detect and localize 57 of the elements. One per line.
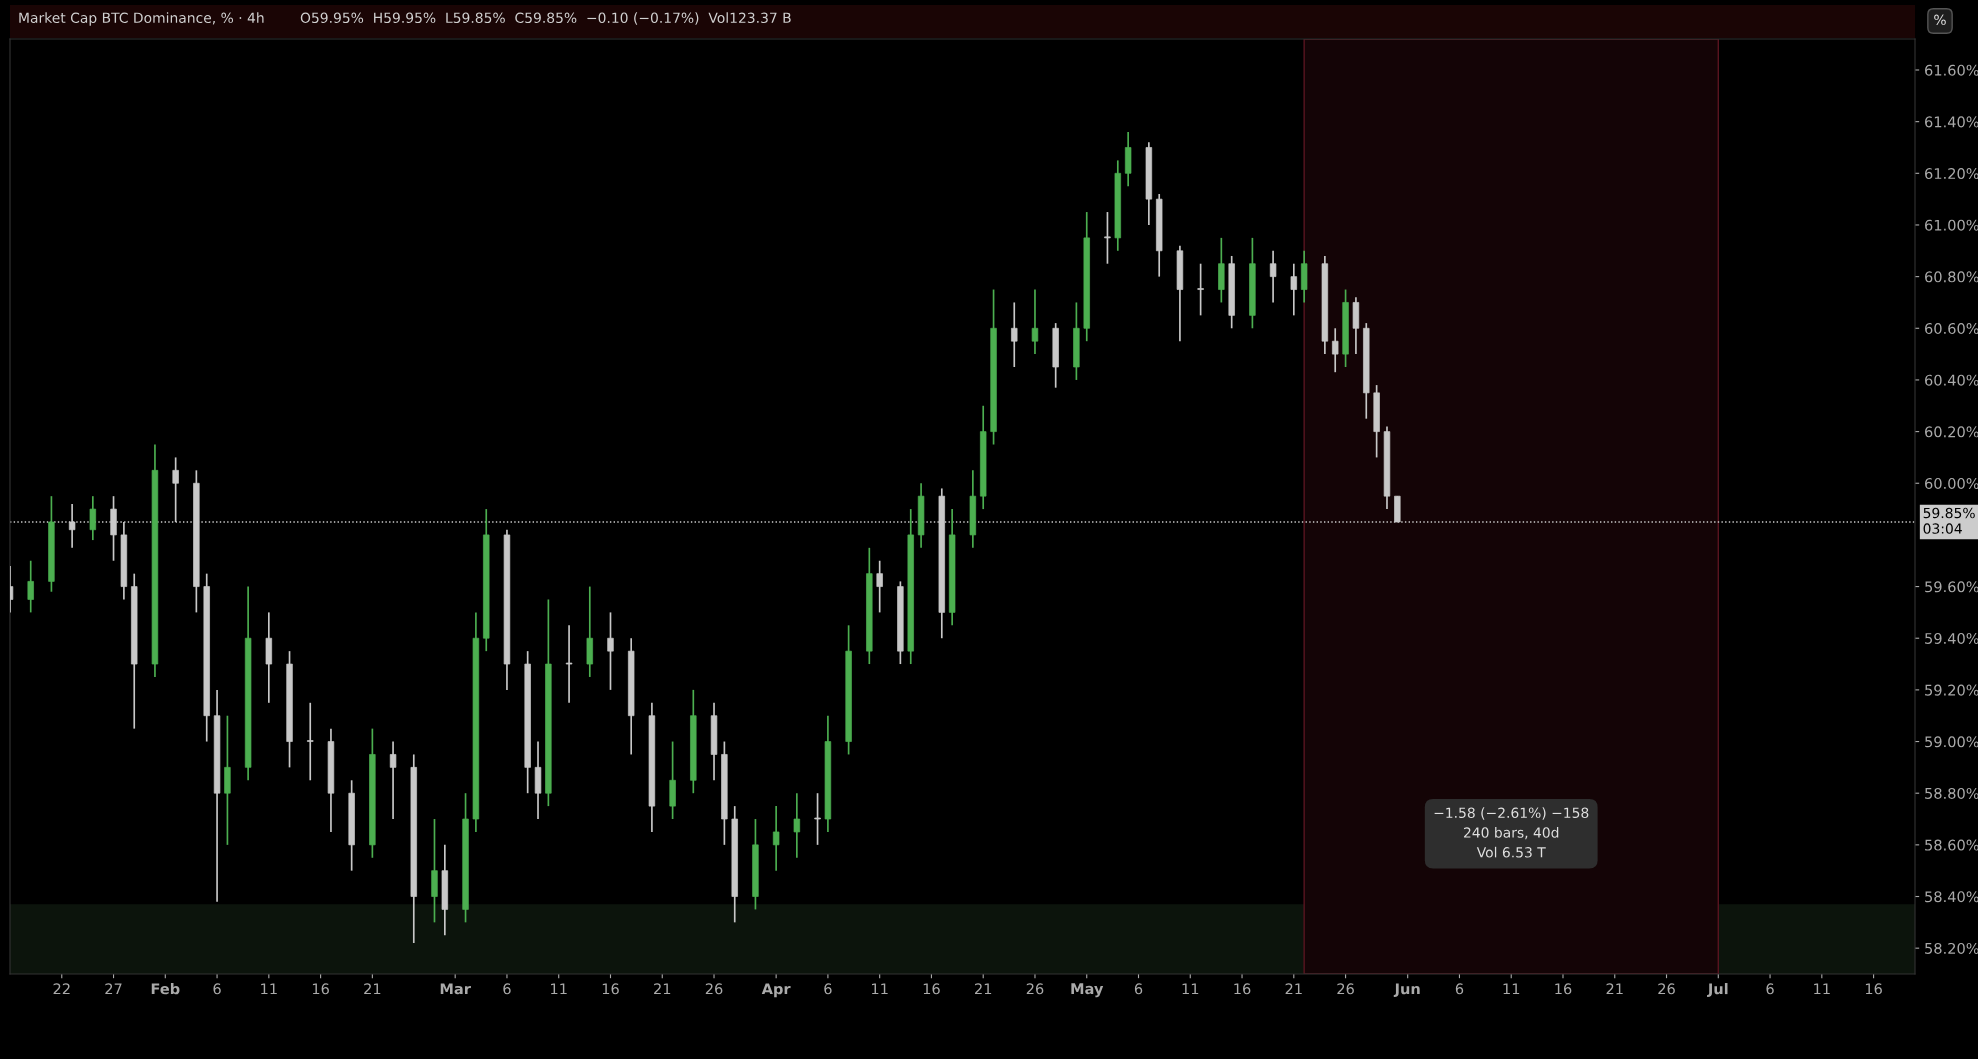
x-tick-label: 6	[1134, 983, 1143, 995]
y-tick-label: 59.20%	[1925, 684, 1978, 696]
x-tick-label: 11	[261, 983, 277, 995]
annotation: −1.58 (−2.61%) −158 240 bars, 40d Vol 6.53 T	[1434, 807, 1589, 858]
x-tick-label: 26	[1337, 983, 1354, 995]
x-tick-label: 26	[705, 983, 723, 995]
x-tick-label: 16	[1555, 983, 1572, 995]
y-tick-label: 60.00%	[1925, 477, 1978, 489]
x-tick-label: Mar	[440, 983, 471, 995]
x-tick-label: 22	[53, 983, 70, 995]
chart-subtitle: O59.95% H59.95% L59.85% C59.85% −0.10 (−0.17%) Vol123.37 B	[300, 12, 791, 25]
x-tick-label: 6	[213, 983, 221, 995]
y-tick-label: 58.80%	[1925, 787, 1978, 799]
x-tick-label: May	[1071, 983, 1104, 998]
text: %	[1934, 14, 1946, 26]
x-tick-label: 11	[1503, 983, 1520, 995]
y-tick-label: 61.20%	[1925, 168, 1978, 180]
y-tick-label: 60.40%	[1925, 374, 1978, 386]
x-tick-label: 26	[1658, 983, 1675, 995]
x-tick-label: 6	[824, 983, 832, 995]
x-tick-label: 26	[1026, 983, 1044, 995]
y-tick-label: 61.40%	[1925, 116, 1978, 128]
x-tick-label: 11	[872, 983, 888, 995]
x-tick-label: 6	[1766, 983, 1774, 995]
x-tick-label: 11	[1182, 983, 1199, 995]
y-tick-label: 61.60%	[1925, 64, 1978, 76]
ref-line-label: 59.85% 03:04	[1923, 507, 1975, 534]
x-tick-label: 16	[1865, 983, 1882, 995]
x-tick-label: 16	[312, 983, 329, 995]
x-tick-label: Apr	[761, 983, 791, 998]
y-tick-label: 59.60%	[1925, 581, 1978, 593]
x-tick-label: 21	[1606, 983, 1623, 995]
x-tick-label: Jul	[1707, 983, 1728, 998]
x-tick-label: 16	[923, 983, 940, 995]
y-tick-label: 58.40%	[1925, 891, 1978, 903]
y-tick-label: 58.60%	[1925, 839, 1978, 851]
x-tick-label: Feb	[151, 983, 180, 995]
y-tick-label: 60.80%	[1925, 271, 1978, 283]
x-tick-label: 6	[1455, 983, 1464, 995]
x-tick-label: 27	[105, 983, 122, 995]
x-tick-label: 21	[364, 983, 381, 995]
x-tick-label: 21	[1285, 983, 1302, 995]
x-tick-label: 21	[975, 983, 992, 995]
x-tick-label: 16	[602, 983, 619, 995]
x-tick-label: 11	[1814, 983, 1830, 995]
x-tick-label: Jun	[1393, 983, 1420, 998]
chart-title: Market Cap BTC Dominance, % · 4h	[19, 12, 264, 26]
x-tick-label: 11	[551, 983, 567, 995]
y-tick-label: 58.20%	[1925, 942, 1978, 954]
y-tick-label: 61.00%	[1925, 219, 1978, 231]
y-tick-label: 60.20%	[1925, 426, 1978, 438]
x-tick-label: 21	[654, 983, 671, 995]
x-tick-label: 16	[1234, 983, 1251, 995]
y-tick-label: 59.40%	[1925, 632, 1978, 644]
y-tick-label: 60.60%	[1925, 323, 1978, 335]
y-tick-label: 59.00%	[1925, 736, 1978, 748]
x-tick-label: 6	[503, 983, 511, 995]
